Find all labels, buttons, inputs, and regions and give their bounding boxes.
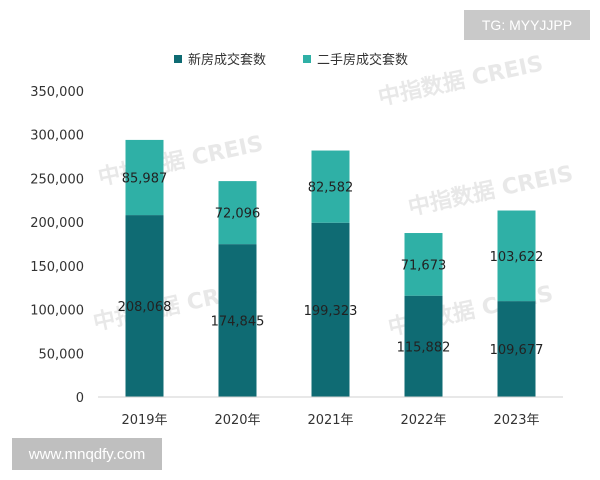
legend-label: 新房成交套数 bbox=[188, 52, 266, 68]
x-tick-label: 2022年 bbox=[400, 413, 446, 428]
data-label: 109,677 bbox=[490, 343, 544, 358]
y-tick-label: 100,000 bbox=[30, 304, 84, 319]
x-tick-label: 2023年 bbox=[493, 413, 539, 428]
bar-segment bbox=[218, 244, 257, 397]
watermark-text: 中指数据 CREIS bbox=[406, 161, 576, 221]
legend-swatch bbox=[303, 55, 311, 63]
y-tick-label: 50,000 bbox=[39, 347, 85, 362]
bar-segment bbox=[404, 233, 443, 296]
y-tick-label: 150,000 bbox=[30, 260, 84, 275]
chart-legend: 新房成交套数 二手房成交套数 bbox=[174, 52, 408, 68]
legend-label: 二手房成交套数 bbox=[317, 52, 408, 68]
data-label: 72,096 bbox=[215, 207, 261, 222]
bar-segment bbox=[497, 301, 536, 397]
y-tick-label: 350,000 bbox=[30, 85, 84, 100]
data-label: 71,673 bbox=[401, 258, 447, 273]
x-tick-label: 2019年 bbox=[121, 413, 167, 428]
data-label: 103,622 bbox=[490, 250, 544, 265]
bar-segment bbox=[404, 295, 443, 397]
data-label: 82,582 bbox=[308, 181, 354, 196]
tg-badge: TG: MYYJJPP bbox=[464, 10, 590, 40]
data-label: 199,323 bbox=[304, 304, 358, 319]
bar-segment bbox=[497, 210, 536, 302]
y-tick-label: 300,000 bbox=[30, 129, 84, 144]
y-tick-label: 0 bbox=[76, 391, 84, 406]
bar-segment bbox=[311, 150, 350, 223]
y-axis: 0 50,000 100,000 150,000 200,000 250,000 300,0… bbox=[30, 85, 84, 406]
y-tick-label: 200,000 bbox=[30, 216, 84, 231]
x-tick-label: 2021年 bbox=[307, 413, 353, 428]
x-axis: 2019年 2020年 2021年 2022年 2023年 bbox=[98, 396, 563, 428]
x-tick-label: 2020年 bbox=[214, 413, 260, 428]
data-label-layer: 208,068 85,987 174,845 72,096 199,323 82,582 1… bbox=[118, 172, 544, 359]
legend-swatch bbox=[174, 55, 182, 63]
bar-layer bbox=[125, 139, 536, 397]
bar-segment bbox=[125, 139, 164, 216]
data-label: 85,987 bbox=[122, 172, 168, 187]
site-url-badge: www.mnqdfy.com bbox=[12, 438, 162, 470]
data-label: 115,882 bbox=[397, 340, 451, 355]
bar-segment bbox=[218, 181, 257, 245]
data-label: 174,845 bbox=[211, 315, 265, 330]
bar-segment bbox=[125, 215, 164, 397]
y-tick-label: 250,000 bbox=[30, 172, 84, 187]
data-label: 208,068 bbox=[118, 300, 172, 315]
bar-segment bbox=[311, 222, 350, 397]
